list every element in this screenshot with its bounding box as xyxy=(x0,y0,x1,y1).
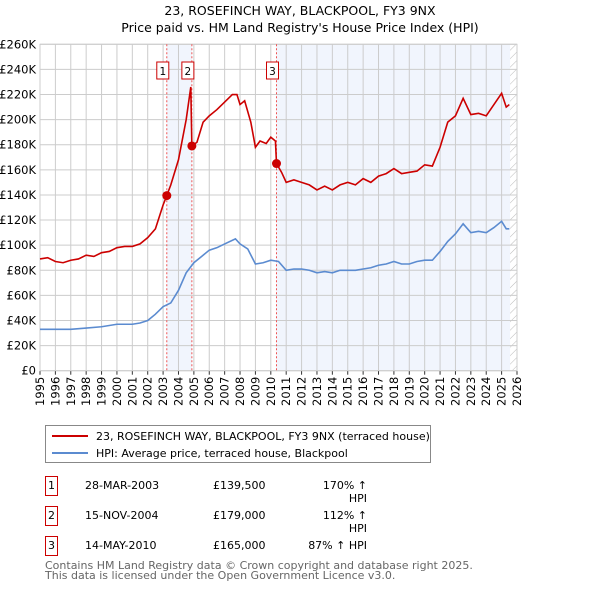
legend-item-property: 23, ROSEFINCH WAY, BLACKPOOL, FY3 9NX (t… xyxy=(52,428,430,444)
sale-point xyxy=(271,159,281,169)
x-tick-label: 2002 xyxy=(141,377,155,406)
sale-marker-badge: 1 xyxy=(45,476,58,496)
y-tick-label: £200K xyxy=(0,113,36,127)
sale-row: 2 15-NOV-2004 £179,000 112% ↑ HPI xyxy=(45,506,445,535)
x-tick-label: 2025 xyxy=(495,377,509,406)
x-tick-label: 2013 xyxy=(310,377,324,406)
y-tick-label: £240K xyxy=(0,62,36,76)
x-tick-label: 2018 xyxy=(387,377,401,406)
sale-label-text: 3 xyxy=(269,66,276,78)
sale-price: £139,500 xyxy=(213,479,266,492)
x-tick-label: 2016 xyxy=(356,377,370,406)
chart-subtitle: Price paid vs. HM Land Registry's House … xyxy=(121,20,479,35)
sale-label-text: 1 xyxy=(159,66,166,78)
x-tick-label: 2003 xyxy=(156,377,170,406)
x-tick-label: 2021 xyxy=(433,377,447,406)
x-tick-label: 2004 xyxy=(171,377,185,406)
sale-marker-badge: 3 xyxy=(45,536,58,556)
legend-label: HPI: Average price, terraced house, Blac… xyxy=(96,446,348,460)
y-tick-label: £20K xyxy=(7,339,37,353)
y-tick-label: £160K xyxy=(0,163,36,177)
x-tick-label: 2007 xyxy=(218,377,232,406)
x-tick-label: 1999 xyxy=(95,377,109,406)
x-tick-label: 2000 xyxy=(110,377,124,406)
x-tick-label: 2015 xyxy=(341,377,355,406)
x-tick-label: 2017 xyxy=(372,377,386,406)
x-tick-label: 2022 xyxy=(448,377,462,406)
footer-copyright: Contains HM Land Registry data © Crown c… xyxy=(45,559,473,572)
sale-point xyxy=(187,141,197,151)
plot-frame xyxy=(39,43,518,372)
legend-swatch xyxy=(52,452,88,454)
y-tick-label: £260K xyxy=(0,37,36,51)
y-tick-label: £40K xyxy=(7,313,37,327)
sale-label: 3 xyxy=(265,61,279,80)
x-tick-label: 2005 xyxy=(187,377,201,406)
legend-swatch xyxy=(52,435,88,437)
y-tick-label: £0 xyxy=(21,364,36,378)
sale-label-box xyxy=(265,61,279,80)
legend-label: 23, ROSEFINCH WAY, BLACKPOOL, FY3 9NX (t… xyxy=(96,429,430,443)
shaded-region xyxy=(276,44,511,371)
y-tick-label: £140K xyxy=(0,188,36,202)
sale-hpi-change: 87% ↑ HPI xyxy=(308,539,367,552)
sale-label: 2 xyxy=(181,61,195,80)
y-tick-label: £100K xyxy=(0,238,36,252)
x-tick-label: 2001 xyxy=(125,377,139,406)
shaded-region xyxy=(166,44,192,371)
sale-price: £165,000 xyxy=(213,539,266,552)
sale-hpi-change: 170% ↑ HPI xyxy=(322,479,367,505)
sale-date: 15-NOV-2004 xyxy=(85,509,159,522)
sale-price: £179,000 xyxy=(213,509,266,522)
x-tick-label: 1998 xyxy=(79,377,93,406)
x-tick-label: 2010 xyxy=(264,377,278,406)
x-tick-label: 2009 xyxy=(248,377,262,406)
sale-label: 1 xyxy=(156,61,170,80)
x-tick-label: 1995 xyxy=(33,377,47,406)
legend-item-hpi: HPI: Average price, terraced house, Blac… xyxy=(52,445,348,461)
x-tick-label: 2019 xyxy=(402,377,416,406)
sale-label-text: 2 xyxy=(185,66,192,78)
x-tick-label: 2026 xyxy=(510,377,524,406)
y-tick-label: £80K xyxy=(7,263,37,277)
x-tick-label: 2012 xyxy=(295,377,309,406)
legend: 23, ROSEFINCH WAY, BLACKPOOL, FY3 9NX (t… xyxy=(45,425,431,463)
footer-licence: This data is licensed under the Open Gov… xyxy=(45,569,396,582)
y-tick-label: £120K xyxy=(0,213,36,227)
sale-date: 28-MAR-2003 xyxy=(85,479,160,492)
chart-title: 23, ROSEFINCH WAY, BLACKPOOL, FY3 9NX xyxy=(164,3,436,18)
x-tick-label: 1996 xyxy=(48,377,62,406)
x-tick-label: 2014 xyxy=(325,377,339,406)
y-tick-label: £180K xyxy=(0,138,36,152)
x-tick-label: 2008 xyxy=(233,377,247,406)
sale-date: 14-MAY-2010 xyxy=(85,539,157,552)
sale-row: 3 14-MAY-2010 £165,000 87% ↑ HPI xyxy=(45,536,445,556)
sale-point xyxy=(162,191,172,201)
sale-label-box xyxy=(181,61,195,80)
x-tick-label: 2020 xyxy=(418,377,432,406)
sale-hpi-change: 112% ↑ HPI xyxy=(322,509,367,535)
x-tick-label: 1997 xyxy=(64,377,78,406)
price-paid-line xyxy=(39,86,510,264)
x-tick-label: 2024 xyxy=(479,377,493,406)
x-tick-label: 2023 xyxy=(464,377,478,406)
hpi-line xyxy=(40,220,510,331)
sale-label-box xyxy=(156,61,170,80)
sale-marker-badge: 2 xyxy=(45,506,58,526)
x-tick-label: 2011 xyxy=(279,377,293,406)
y-tick-label: £60K xyxy=(7,288,37,302)
y-tick-label: £220K xyxy=(0,88,36,102)
sale-row: 1 28-MAR-2003 £139,500 170% ↑ HPI xyxy=(45,476,445,505)
price-chart: £0 £20K £40K £60K £80K £100K £120K £140K £160K £1… xyxy=(0,37,524,406)
x-tick-label: 2006 xyxy=(202,377,216,406)
forecast-hatch xyxy=(510,44,517,371)
